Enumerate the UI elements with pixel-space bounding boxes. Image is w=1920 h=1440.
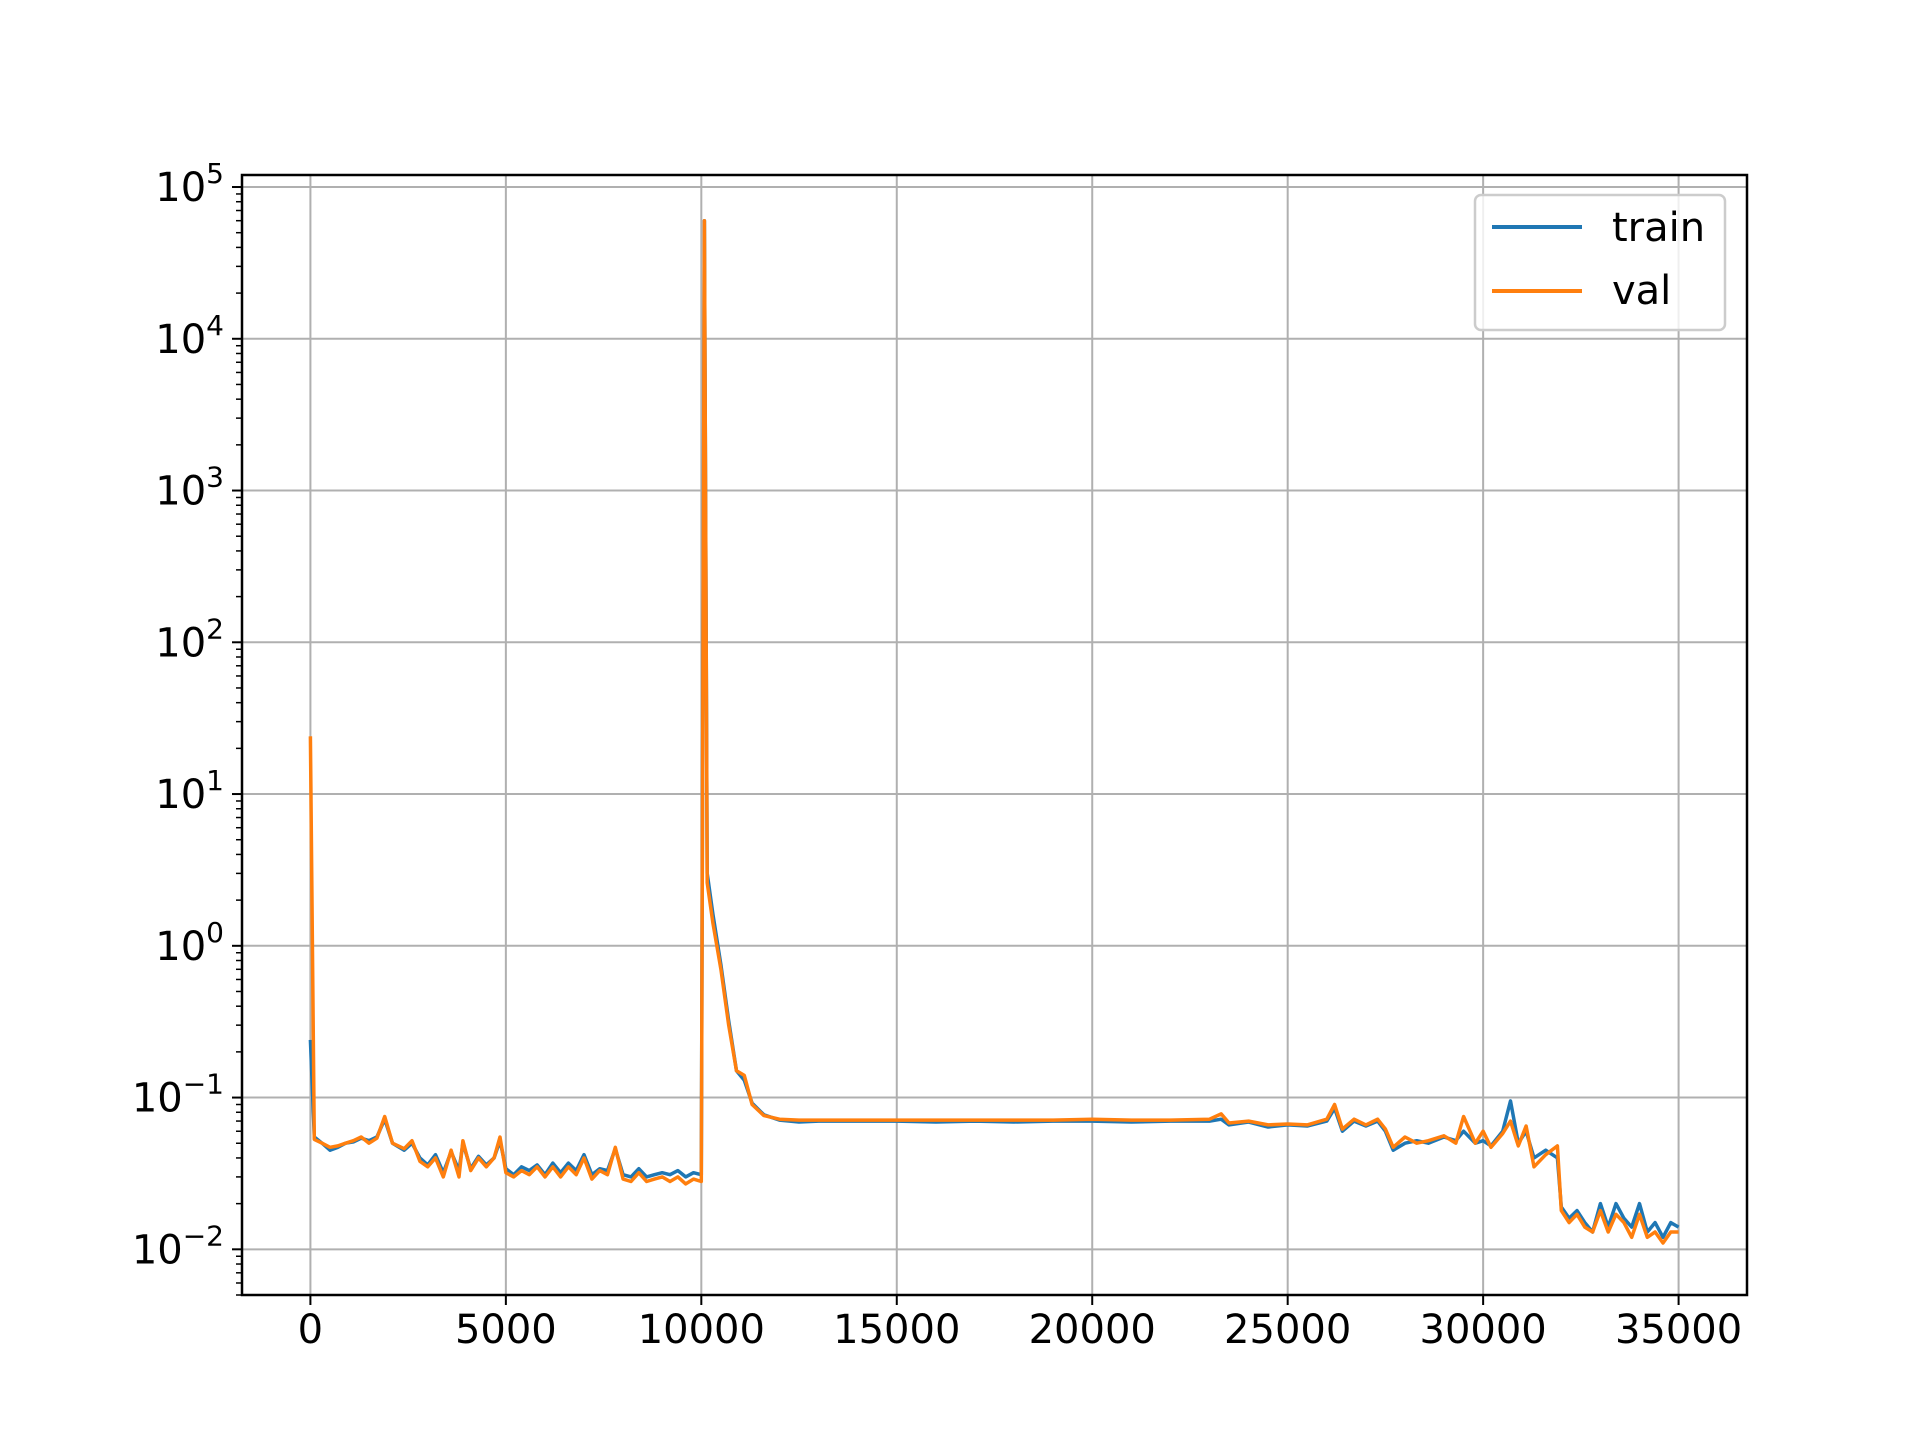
y-tick-label: 10−1 <box>132 1068 224 1122</box>
x-tick-label: 35000 <box>1615 1307 1742 1353</box>
y-tick-label: 100 <box>155 916 224 970</box>
series-lines <box>308 218 1680 1245</box>
y-tick-label: 102 <box>155 612 224 666</box>
plot-frame <box>240 173 1749 1297</box>
y-tick-label: 105 <box>155 157 224 211</box>
series-line-val <box>308 218 1679 1245</box>
grid-lines <box>242 175 1747 1295</box>
legend: train val <box>1473 193 1727 332</box>
x-tick-label: 0 <box>298 1307 323 1353</box>
x-tick-label: 20000 <box>1029 1307 1156 1353</box>
x-tick-label: 10000 <box>638 1307 765 1353</box>
y-tick-label: 10−2 <box>132 1219 224 1273</box>
y-tick-label: 101 <box>155 764 224 818</box>
legend-label-train: train <box>1612 205 1705 251</box>
legend-label-val: val <box>1612 268 1671 314</box>
y-tick-label: 104 <box>155 309 224 363</box>
plot-area <box>242 175 1747 1295</box>
x-tick-label: 5000 <box>455 1307 557 1353</box>
x-tick-label: 25000 <box>1224 1307 1351 1353</box>
y-tick-label: 103 <box>155 461 224 515</box>
x-tick-label: 15000 <box>833 1307 960 1353</box>
x-tick-label: 30000 <box>1420 1307 1547 1353</box>
axis-ticks: 0 5000 10000 15000 20000 25000 30000 35000 10−2 1… <box>132 157 1742 1353</box>
